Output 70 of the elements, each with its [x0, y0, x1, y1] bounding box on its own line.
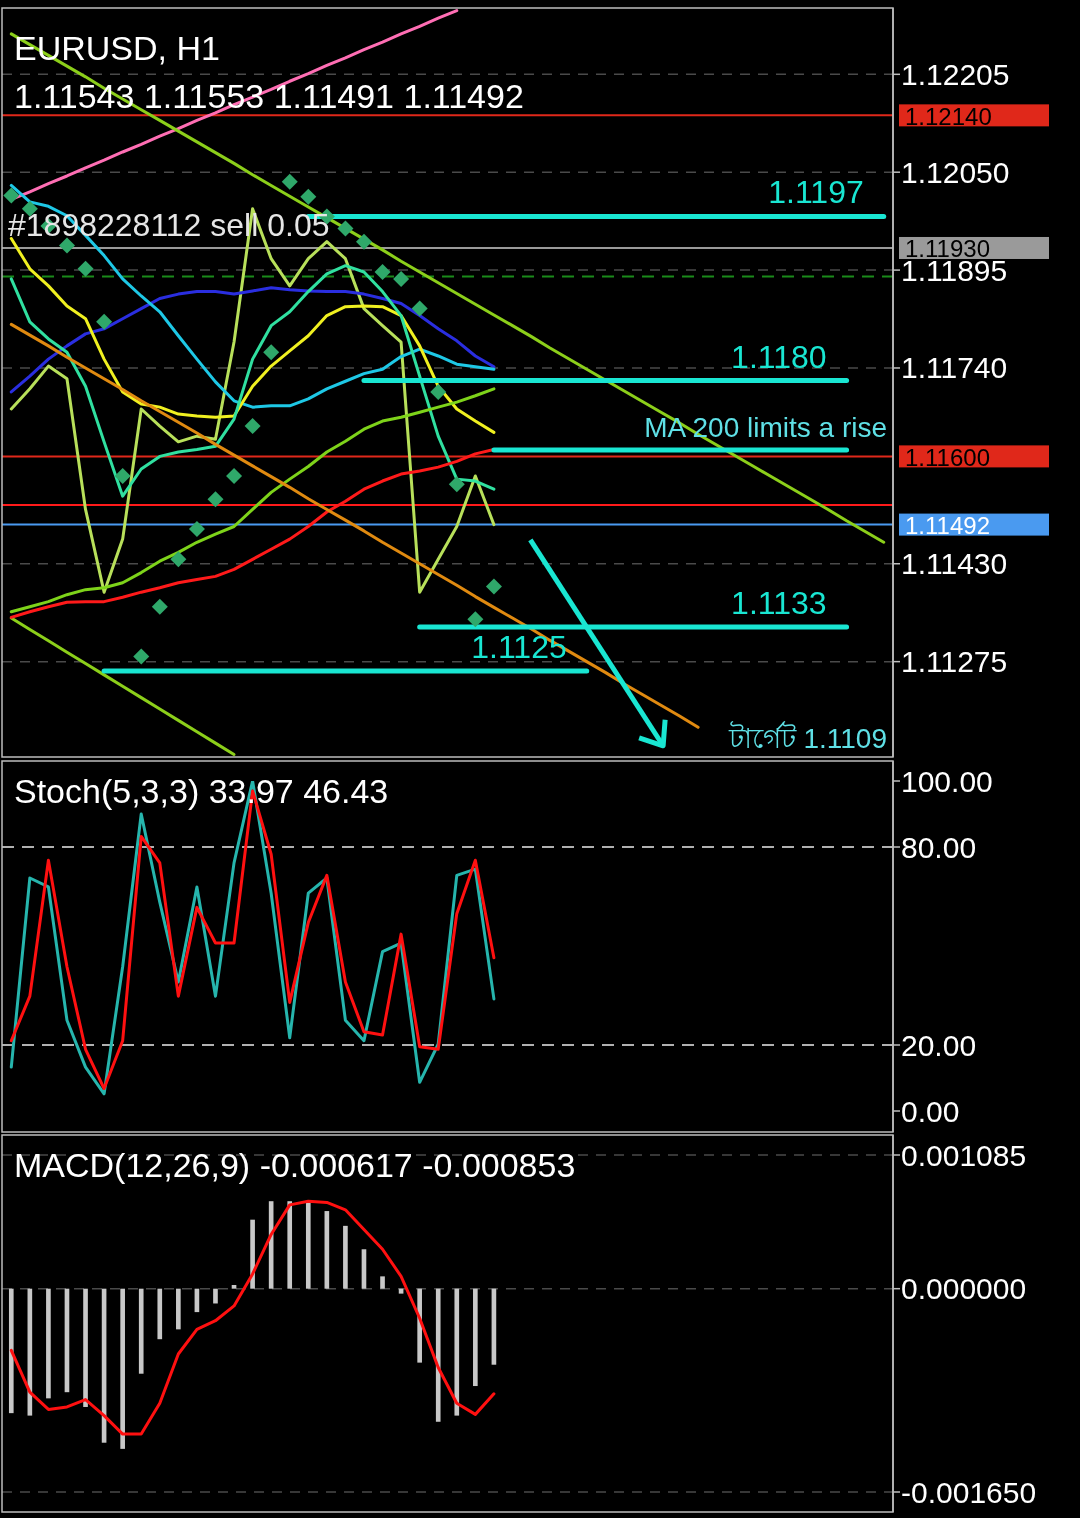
- bar: [287, 1201, 293, 1289]
- series-label: 1.1180: [731, 338, 827, 375]
- annotation: MA 200 limits a rise: [644, 411, 887, 443]
- series-label: 1.1125: [471, 629, 567, 666]
- annotation: টার্গেট 1.1109: [727, 720, 887, 754]
- bar: [176, 1288, 181, 1330]
- y-tick-label: 1.11740: [901, 351, 1008, 385]
- point: [485, 578, 502, 595]
- y-tick-label: 1.11275: [901, 645, 1008, 679]
- bar: [435, 1288, 441, 1422]
- line-series: [9, 616, 236, 756]
- y-tick-label: 1.11430: [901, 547, 1008, 581]
- bar: [213, 1288, 218, 1304]
- point: [151, 598, 168, 615]
- y-tick-label: 80.00: [901, 830, 977, 864]
- bar: [138, 1288, 144, 1374]
- y-tick-label: 0.00: [901, 1094, 960, 1128]
- chart-title: MACD(12,26,9) -0.000617 -0.000853: [14, 1146, 576, 1184]
- point: [207, 491, 224, 508]
- bar: [473, 1288, 478, 1387]
- bar: [83, 1288, 88, 1407]
- y-tick-label: 0.001085: [901, 1138, 1027, 1172]
- point: [96, 313, 113, 330]
- line-series: [9, 237, 496, 434]
- series-label: 1.1133: [731, 584, 827, 621]
- bar: [343, 1225, 348, 1289]
- point: [133, 648, 150, 665]
- bar: [46, 1288, 51, 1399]
- point: [77, 260, 94, 277]
- bar: [380, 1276, 385, 1289]
- line-series: [9, 207, 496, 594]
- y-tick-label: 1.12050: [901, 155, 1010, 189]
- point: [244, 418, 261, 435]
- bar: [231, 1284, 237, 1289]
- bar: [454, 1288, 460, 1416]
- line-series: [9, 387, 496, 614]
- point: [114, 467, 131, 484]
- point: [374, 263, 391, 280]
- point: [393, 270, 410, 287]
- line-series: [9, 264, 496, 498]
- point: [430, 383, 447, 400]
- bar: [250, 1219, 255, 1289]
- ref-line-label: 1.12140: [905, 102, 992, 130]
- bar: [120, 1288, 125, 1449]
- bar: [305, 1201, 311, 1289]
- point: [355, 233, 372, 250]
- y-tick-label: 0.000000: [901, 1272, 1027, 1306]
- point: [411, 300, 428, 317]
- bar: [8, 1288, 14, 1414]
- point: [226, 467, 243, 484]
- ref-line-label: 1.11600: [905, 443, 990, 471]
- line-series: [9, 286, 496, 394]
- series-label: 1.1197: [768, 174, 864, 211]
- ref-line-label: 1.11492: [905, 512, 990, 540]
- point: [281, 173, 298, 190]
- bar: [157, 1288, 163, 1340]
- y-tick-label: 1.12205: [901, 57, 1010, 91]
- y-tick-label: -0.001650: [901, 1475, 1037, 1509]
- point: [170, 551, 187, 568]
- point: [263, 344, 280, 361]
- point: [3, 187, 20, 204]
- point: [188, 521, 205, 538]
- point: [467, 611, 484, 628]
- point: [448, 476, 465, 493]
- line-series: [9, 1199, 496, 1436]
- point: [300, 188, 317, 205]
- point: [337, 220, 354, 237]
- y-tick-label: 100.00: [901, 764, 993, 798]
- y-tick-label: 20.00: [901, 1028, 977, 1062]
- line-series: [9, 32, 886, 544]
